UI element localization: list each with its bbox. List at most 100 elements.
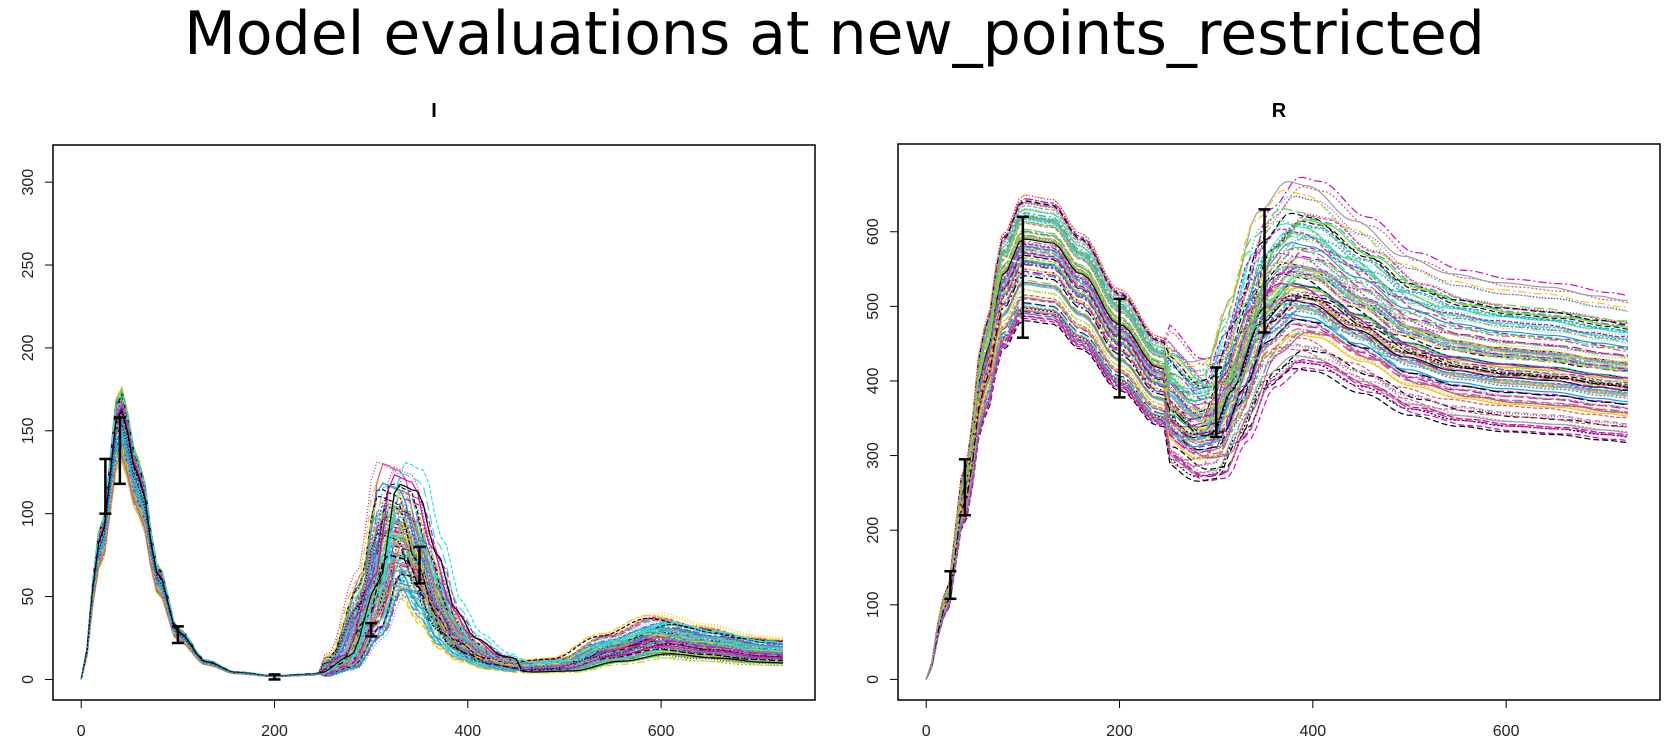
series-line <box>925 221 1628 680</box>
y-tick-label: 50 <box>20 588 37 606</box>
series-line <box>80 408 783 680</box>
error-bar <box>1258 208 1271 334</box>
error-bar <box>944 569 957 601</box>
x-tick-label: 400 <box>1299 723 1326 740</box>
series-line <box>925 305 1628 680</box>
series-line <box>925 274 1628 680</box>
series-line <box>925 231 1628 680</box>
series-line <box>925 207 1628 680</box>
series-line <box>80 435 783 680</box>
series-line <box>925 197 1629 680</box>
series-line <box>925 202 1628 680</box>
series-line <box>925 273 1628 680</box>
series-line <box>925 234 1629 680</box>
series-line <box>925 310 1628 680</box>
y-tick-label: 200 <box>20 334 37 361</box>
page-title: Model evaluations at new_points_restrict… <box>184 0 1485 69</box>
error-bar <box>958 458 971 517</box>
series-line <box>80 407 783 680</box>
series-line <box>925 214 1628 680</box>
series-line <box>80 454 783 680</box>
series-line <box>925 221 1628 680</box>
series-line <box>925 236 1628 680</box>
error-bar <box>365 621 378 638</box>
series-line <box>925 240 1628 680</box>
curve-group <box>925 176 1629 680</box>
series-line <box>925 200 1629 680</box>
series-line <box>925 268 1629 680</box>
x-tick-label: 600 <box>648 723 675 740</box>
series-line <box>925 306 1628 680</box>
series-line <box>925 272 1628 680</box>
error-bar <box>1210 366 1223 439</box>
series-line <box>925 185 1629 680</box>
x-tick-label: 200 <box>1106 723 1133 740</box>
series-line <box>925 307 1628 680</box>
series-line <box>925 297 1628 680</box>
series-line <box>80 433 783 680</box>
error-bar <box>113 416 126 486</box>
series-line <box>925 216 1628 680</box>
y-tick-label: 0 <box>865 675 882 684</box>
series-line <box>925 308 1628 680</box>
series-line <box>925 252 1628 680</box>
series-line <box>80 444 783 680</box>
series-line <box>925 189 1628 680</box>
series-line <box>925 235 1628 680</box>
y-tick-label: 250 <box>20 252 37 279</box>
series-line <box>925 219 1629 680</box>
series-line <box>925 295 1628 680</box>
series-line <box>80 423 783 680</box>
y-tick-label: 300 <box>865 442 882 469</box>
series-line <box>925 194 1629 680</box>
series-line <box>925 208 1628 680</box>
x-tick-label: 400 <box>454 723 481 740</box>
series-line <box>925 305 1628 680</box>
series-line <box>925 315 1628 680</box>
series-line <box>925 223 1629 680</box>
series-line <box>925 234 1628 680</box>
series-line <box>925 235 1629 680</box>
series-line <box>80 390 783 680</box>
series-line <box>925 219 1628 680</box>
series-line <box>925 281 1629 680</box>
series-line <box>80 392 783 680</box>
series-line <box>925 270 1628 680</box>
series-line <box>925 279 1628 680</box>
series-line <box>925 281 1628 680</box>
series-line <box>925 259 1628 680</box>
error-bar <box>1113 297 1126 399</box>
y-tick-label: 200 <box>865 517 882 544</box>
series-line <box>925 261 1628 680</box>
series-line <box>925 220 1628 680</box>
error-bar <box>171 625 184 645</box>
y-tick-label: 600 <box>865 218 882 245</box>
error-bar <box>99 457 112 515</box>
y-tick-label: 400 <box>865 368 882 395</box>
series-line <box>925 228 1628 680</box>
x-tick-label: 0 <box>77 723 86 740</box>
series-line <box>925 293 1628 680</box>
error-bar <box>1016 215 1029 339</box>
series-line <box>925 180 1628 680</box>
series-line <box>925 232 1628 680</box>
series-line <box>925 236 1628 680</box>
series-line <box>925 294 1628 680</box>
plot-frame <box>897 143 1661 701</box>
x-tick-label: 600 <box>1493 723 1520 740</box>
series-line <box>80 439 783 680</box>
series-line <box>925 194 1628 680</box>
series-line <box>925 216 1628 680</box>
chart-panel-r: R 0 200 400 600 0 100 200 300 400 500 600 <box>865 100 1661 740</box>
panel-title: R <box>1272 100 1287 122</box>
y-tick-label: 100 <box>20 500 37 527</box>
series-line <box>925 257 1629 680</box>
y-tick-label: 100 <box>865 591 882 618</box>
series-line <box>925 320 1628 680</box>
series-line <box>80 441 783 680</box>
series-line <box>80 420 783 680</box>
series-line <box>925 176 1629 680</box>
series-line <box>925 215 1629 680</box>
series-line <box>925 217 1629 680</box>
